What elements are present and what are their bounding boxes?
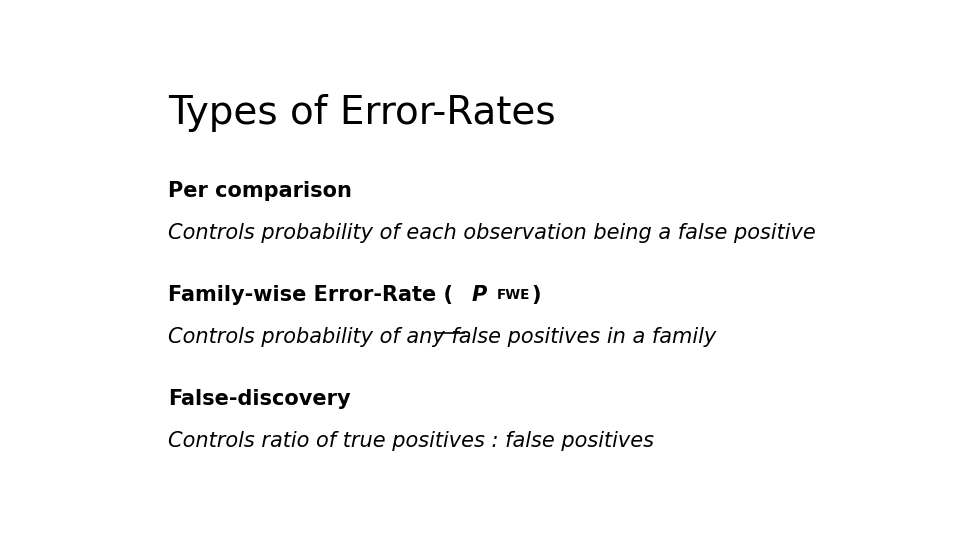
Text: False-discovery: False-discovery	[168, 389, 351, 409]
Text: Types of Error-Rates: Types of Error-Rates	[168, 94, 556, 132]
Text: ): )	[531, 285, 540, 305]
Text: Family-wise Error-Rate (: Family-wise Error-Rate (	[168, 285, 453, 305]
Text: Per comparison: Per comparison	[168, 181, 352, 201]
Text: Controls ratio of true positives : false positives: Controls ratio of true positives : false…	[168, 431, 655, 451]
Text: Controls probability of any false positives in a family: Controls probability of any false positi…	[168, 327, 716, 347]
Text: FWE: FWE	[497, 288, 531, 302]
Text: P: P	[471, 285, 487, 305]
Text: Controls probability of each observation being a false positive: Controls probability of each observation…	[168, 223, 816, 243]
